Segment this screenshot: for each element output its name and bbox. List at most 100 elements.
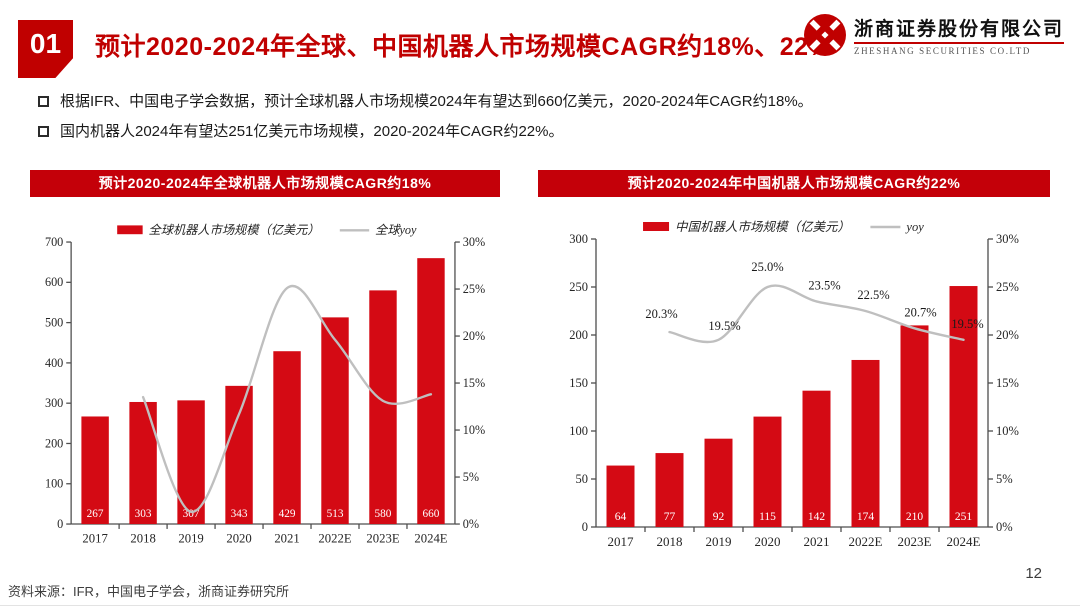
square-bullet-icon: [38, 126, 49, 138]
square-bullet-icon: [38, 96, 49, 107]
x-axis-category-label: 2024E: [947, 534, 981, 549]
company-name-en: ZHESHANG SECURITIES CO.LTD: [853, 46, 1032, 57]
bullet-item: 根据IFR、中国电子学会数据，预计全球机器人市场规模2024年有望达到660亿美…: [38, 92, 1064, 112]
bar: [802, 390, 831, 527]
bar-value-label: 429: [279, 508, 296, 520]
china-robot-chart-panel: 预计2020-2024年中国机器人市场规模CAGR约22% 0 50 100 150 2…: [538, 170, 1050, 561]
legend-bar-label: 中国机器人市场规模（亿美元）: [675, 220, 850, 234]
bar: [753, 416, 782, 527]
bar-value-label: 307: [183, 508, 200, 520]
bar: [900, 325, 929, 527]
company-logo: 浙商证券股份有限公司 ZHESHANG SECURITIES CO.LTD: [802, 12, 1064, 63]
bar-value-label: 92: [713, 511, 725, 523]
bar-value-label: 267: [87, 508, 104, 520]
left-axis-tick-label: 50: [576, 472, 589, 486]
source-note: 资料来源：IFR，中国电子学会，浙商证券研究所: [8, 584, 289, 599]
right-axis-tick-label: 0%: [463, 517, 479, 531]
left-axis-tick-label: 250: [569, 280, 588, 294]
right-axis-tick-label: 25%: [463, 282, 485, 296]
yoy-line: [141, 284, 433, 513]
legend-bar-swatch: [117, 225, 143, 235]
legend-bar-label: 全球机器人市场规模（亿美元）: [149, 223, 320, 237]
bar-value-label: 77: [664, 511, 676, 523]
left-axis-tick-label: 200: [45, 436, 63, 450]
bar-value-label: 142: [808, 511, 826, 523]
bar-value-label: 64: [615, 511, 627, 523]
yoy-point-label: 22.5%: [857, 288, 889, 302]
yoy-point-label: 20.3%: [645, 307, 677, 321]
bar-value-label: 303: [135, 508, 152, 520]
bar: [704, 438, 733, 527]
yoy-point-label: 20.7%: [904, 305, 936, 319]
legend-line-label: yoy: [904, 220, 924, 234]
right-axis-tick-label: 20%: [463, 329, 485, 343]
bar: [949, 286, 978, 527]
left-axis-tick-label: 200: [569, 328, 588, 342]
right-axis-tick-label: 30%: [996, 232, 1019, 246]
left-axis-tick-label: 500: [45, 316, 63, 330]
right-axis-tick-label: 5%: [996, 472, 1013, 486]
zheshang-logo-icon: [802, 12, 848, 63]
left-axis-tick-label: 100: [569, 424, 588, 438]
bar-value-label: 580: [375, 508, 392, 520]
x-axis-category-label: 2020: [226, 532, 251, 546]
x-axis-category-label: 2021: [274, 532, 299, 546]
right-axis-tick-label: 30%: [463, 235, 485, 249]
x-axis-category-label: 2023E: [898, 534, 932, 549]
yoy-line: [668, 284, 965, 344]
yoy-point-label: 19.5%: [708, 319, 740, 333]
bar: [417, 258, 445, 525]
bar: [321, 317, 349, 525]
charts-row: 预计2020-2024年全球机器人市场规模CAGR约18% 0 100 200 300…: [30, 170, 1050, 561]
bullet-text: 根据IFR、中国电子学会数据，预计全球机器人市场规模2024年有望达到660亿美…: [60, 93, 813, 110]
right-axis-tick-label: 0%: [996, 520, 1013, 534]
x-axis-category-label: 2024E: [414, 532, 447, 546]
bar-value-label: 343: [231, 508, 248, 520]
bullet-item: 国内机器人2024年有望达251亿美元市场规模，2020-2024年CAGR约2…: [38, 122, 1064, 142]
yoy-point-label: 23.5%: [808, 278, 840, 292]
global-robot-chart: 0 100 200 300 400 500 600 700 0% 5% 10% 15% 20% 25% 30…: [30, 209, 500, 561]
x-axis-category-label: 2019: [178, 532, 203, 546]
section-number: 01: [29, 28, 62, 59]
yoy-point-label: 25.0%: [751, 260, 783, 274]
left-axis-tick-label: 150: [569, 376, 588, 390]
left-axis-tick-label: 0: [582, 520, 588, 534]
bar-value-label: 251: [955, 511, 973, 523]
x-axis-category-label: 2017: [608, 534, 635, 549]
chart-banner: 预计2020-2024年中国机器人市场规模CAGR约22%: [538, 170, 1050, 197]
page-number: 12: [1025, 565, 1042, 582]
right-axis-tick-label: 15%: [463, 376, 485, 390]
bar: [606, 465, 635, 527]
bar: [273, 351, 301, 525]
left-axis-tick-label: 300: [45, 396, 63, 410]
chart-banner: 预计2020-2024年全球机器人市场规模CAGR约18%: [30, 170, 500, 197]
china-robot-chart: 0 50 100 150 200 250 300 0% 5% 10% 15% 20% 25% 30% 201…: [538, 209, 1050, 561]
bar: [655, 453, 684, 527]
left-axis-tick-label: 100: [45, 477, 63, 491]
x-axis-category-label: 2017: [82, 532, 107, 546]
legend-bar-swatch: [643, 222, 670, 231]
bar: [81, 416, 109, 525]
yoy-point-label: 19.5%: [951, 317, 983, 331]
bar-value-label: 174: [857, 511, 875, 523]
left-axis-tick-label: 600: [45, 275, 63, 289]
bar: [225, 385, 253, 525]
bar: [369, 290, 397, 525]
bar: [851, 359, 880, 527]
summary-bullets: 根据IFR、中国电子学会数据，预计全球机器人市场规模2024年有望达到660亿美…: [38, 92, 1064, 153]
x-axis-category-label: 2022E: [318, 532, 351, 546]
bar-value-label: 660: [423, 508, 440, 520]
chart-svg: 0 50 100 150 200 250 300 0% 5% 10% 15% 20% 25% 30% 201…: [569, 220, 1019, 549]
legend-line-label: 全球yoy: [375, 223, 417, 237]
right-axis-tick-label: 5%: [463, 470, 479, 484]
x-axis-category-label: 2018: [130, 532, 155, 546]
bottom-divider: [0, 605, 1080, 606]
bar-value-label: 210: [906, 511, 924, 523]
x-axis-category-label: 2021: [804, 534, 830, 549]
page-title: 预计2020-2024年全球、中国机器人市场规模CAGR约18%、22%: [95, 33, 832, 61]
x-axis-category-label: 2022E: [849, 534, 883, 549]
bar-value-label: 513: [327, 508, 344, 520]
bar-value-label: 115: [759, 511, 776, 523]
right-axis-tick-label: 10%: [996, 424, 1019, 438]
right-axis-tick-label: 10%: [463, 423, 485, 437]
